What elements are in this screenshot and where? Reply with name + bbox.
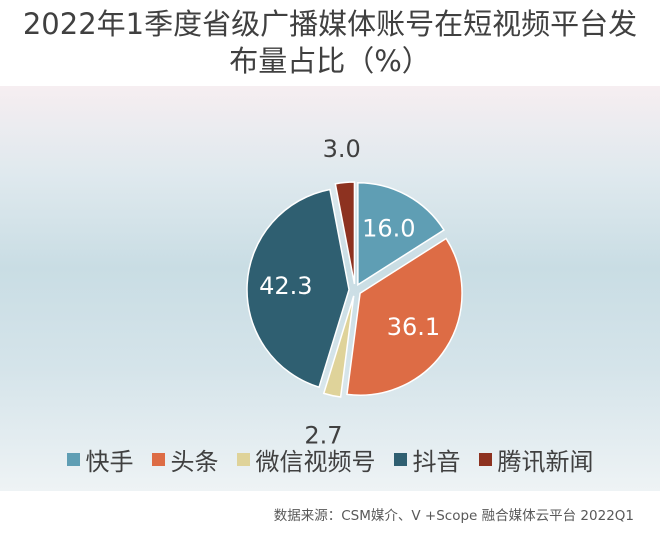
legend-swatch-0 [66,452,80,466]
legend-item-4: 腾讯新闻 [478,442,594,477]
data-label-3: 42.3 [259,272,312,300]
legend-swatch-4 [478,452,492,466]
data-label-1: 36.1 [387,313,440,341]
pie-slice-2 [322,295,355,398]
data-label-4: 3.0 [323,135,361,163]
chart-title-line2: 布量占比（%） [229,44,431,78]
legend-item-1: 头条 [151,442,219,477]
data-label-2: 2.7 [304,421,342,449]
legend-label-0: 快手 [85,447,134,476]
legend-item-0: 快手 [66,442,134,477]
legend-swatch-2 [236,452,250,466]
chart-title: 2022年1季度省级广播媒体账号在短视频平台发 布量占比（%） [0,6,660,80]
legend-label-3: 抖音 [412,447,461,476]
legend-item-2: 微信视频号 [236,442,376,477]
chart-legend: 快手 头条 微信视频号 抖音 腾讯新闻 [0,442,660,476]
legend-label-2: 微信视频号 [255,447,376,476]
legend-swatch-3 [393,452,407,466]
pie-slice-1 [346,237,463,396]
pie-slice-0 [357,181,445,287]
legend-item-3: 抖音 [393,442,461,477]
chart-title-line1: 2022年1季度省级广播媒体账号在短视频平台发 [22,7,638,41]
legend-label-1: 头条 [170,447,219,476]
pie-slice-4 [334,181,356,285]
legend-label-4: 腾讯新闻 [497,447,594,476]
legend-swatch-1 [151,452,165,466]
pie-slice-3 [246,188,350,389]
data-source-note: 数据来源：CSM媒介、V +Scope 融合媒体云平台 2022Q1 [273,508,634,524]
data-label-0: 16.0 [362,214,415,242]
